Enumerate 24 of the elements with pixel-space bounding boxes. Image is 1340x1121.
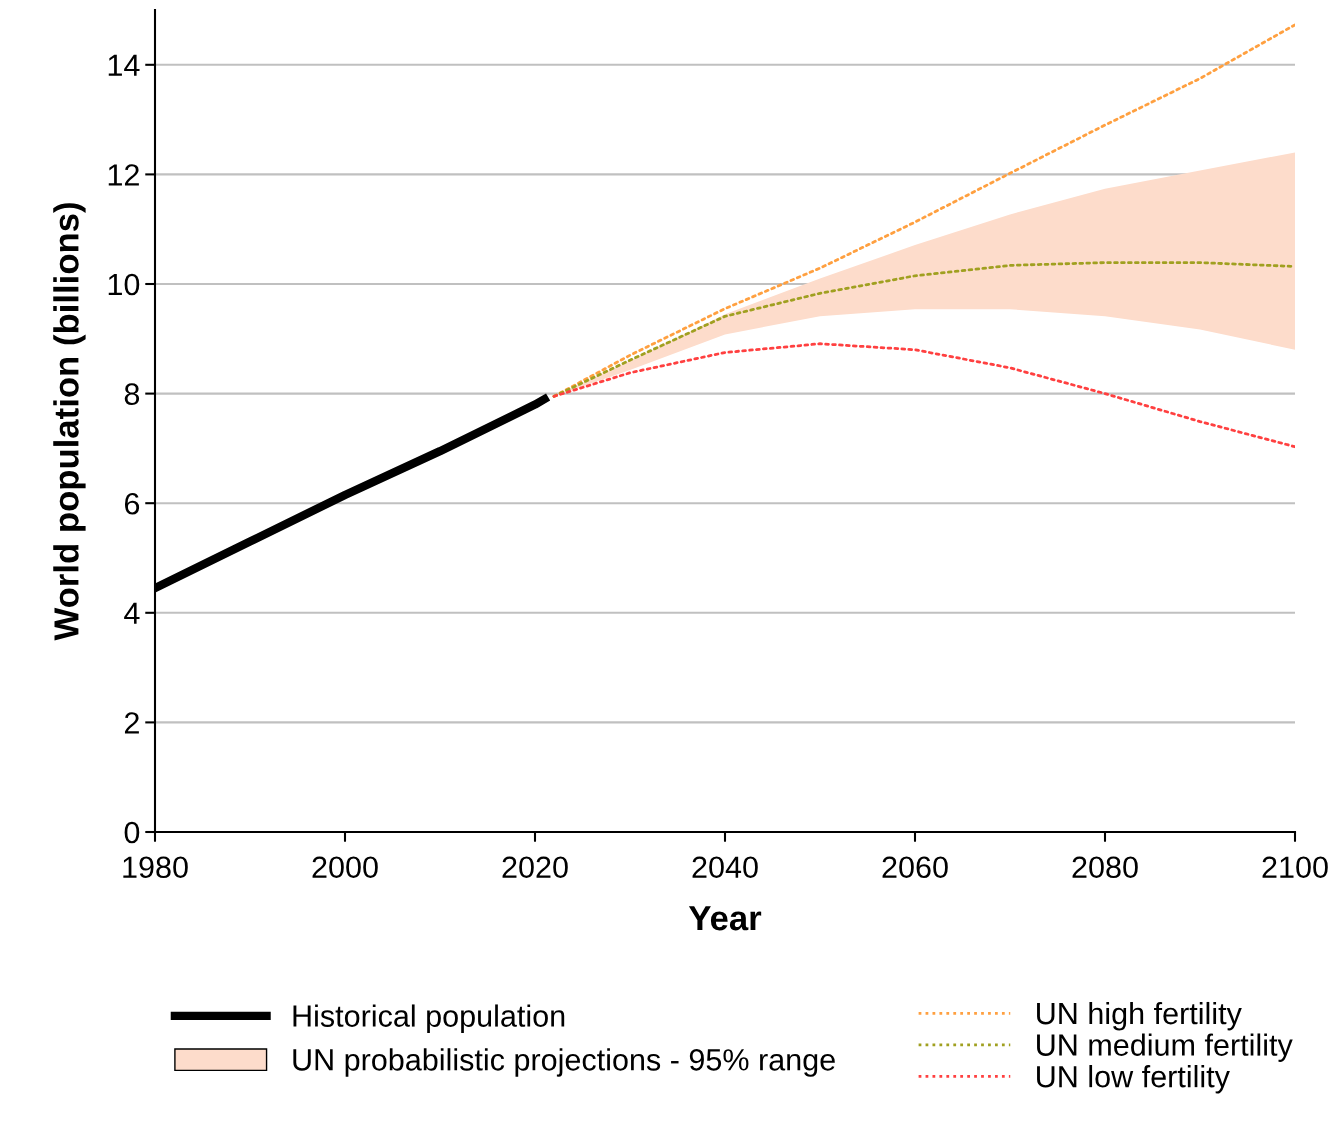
y-tick-label: 6 bbox=[124, 492, 140, 515]
legend-label: UN medium fertility bbox=[1037, 1033, 1293, 1062]
x-tick-label: 2040 bbox=[692, 856, 758, 879]
legend-label: UN probabilistic projections - 95% range bbox=[293, 1048, 835, 1077]
y-tick-label: 8 bbox=[124, 383, 140, 405]
legend-label: Historical population bbox=[293, 1004, 565, 1033]
y-tick-label: 10 bbox=[108, 273, 140, 296]
y-tick-label: 12 bbox=[108, 164, 139, 186]
x-tick-label: 2060 bbox=[882, 856, 948, 879]
x-axis-title: Year bbox=[688, 906, 762, 931]
y-tick-label: 0 bbox=[124, 821, 140, 844]
x-tick-label: 1980 bbox=[123, 856, 188, 879]
y-tick-label: 4 bbox=[124, 602, 140, 624]
legend-label: UN low fertility bbox=[1037, 1065, 1230, 1094]
line-series bbox=[552, 342, 1295, 449]
y-tick-label: 14 bbox=[108, 54, 140, 76]
x-tick-label: 2020 bbox=[502, 856, 568, 879]
legend-label: UN high fertility bbox=[1037, 1001, 1242, 1031]
y-axis-title: World population (billions) bbox=[53, 203, 86, 641]
y-tick-label: 2 bbox=[124, 712, 139, 734]
line-series bbox=[552, 23, 1295, 398]
x-tick-label: 2080 bbox=[1072, 856, 1138, 879]
x-tick-label: 2100 bbox=[1262, 856, 1328, 879]
x-tick-label: 2000 bbox=[312, 856, 378, 879]
